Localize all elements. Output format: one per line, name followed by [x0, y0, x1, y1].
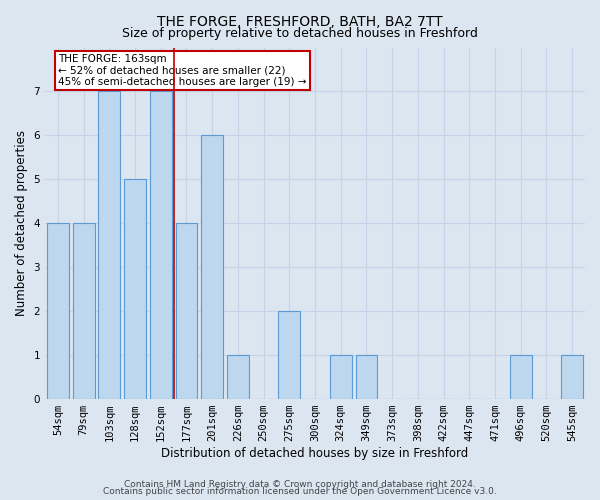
- Text: Contains public sector information licensed under the Open Government Licence v3: Contains public sector information licen…: [103, 488, 497, 496]
- Bar: [201, 136, 223, 399]
- Bar: [510, 355, 532, 399]
- Bar: [561, 355, 583, 399]
- Bar: [124, 180, 146, 399]
- Text: Size of property relative to detached houses in Freshford: Size of property relative to detached ho…: [122, 28, 478, 40]
- Bar: [356, 355, 377, 399]
- Y-axis label: Number of detached properties: Number of detached properties: [15, 130, 28, 316]
- Text: Contains HM Land Registry data © Crown copyright and database right 2024.: Contains HM Land Registry data © Crown c…: [124, 480, 476, 489]
- Bar: [330, 355, 352, 399]
- Bar: [176, 224, 197, 399]
- Text: THE FORGE: 163sqm
← 52% of detached houses are smaller (22)
45% of semi-detached: THE FORGE: 163sqm ← 52% of detached hous…: [58, 54, 307, 88]
- Bar: [47, 224, 69, 399]
- X-axis label: Distribution of detached houses by size in Freshford: Distribution of detached houses by size …: [161, 447, 469, 460]
- Bar: [73, 224, 95, 399]
- Bar: [278, 311, 300, 399]
- Bar: [98, 92, 120, 399]
- Bar: [150, 92, 172, 399]
- Text: THE FORGE, FRESHFORD, BATH, BA2 7TT: THE FORGE, FRESHFORD, BATH, BA2 7TT: [157, 15, 443, 29]
- Bar: [227, 355, 249, 399]
